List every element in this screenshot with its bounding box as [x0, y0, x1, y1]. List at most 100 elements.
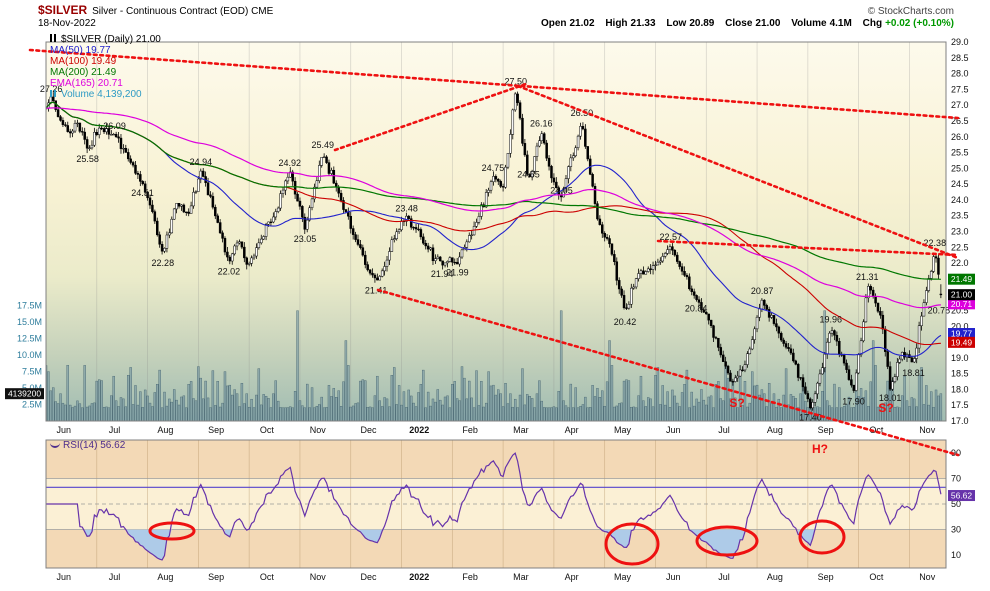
svg-text:Sep: Sep — [818, 572, 834, 582]
price-legend: $SILVER (Daily) 21.00 MA(50) 19.77 MA(10… — [50, 34, 161, 100]
svg-text:18.81: 18.81 — [902, 368, 925, 378]
svg-text:17.40: 17.40 — [799, 412, 822, 422]
svg-text:17.5M: 17.5M — [17, 301, 42, 311]
svg-text:21.41: 21.41 — [365, 286, 388, 296]
svg-text:Nov: Nov — [310, 425, 327, 435]
volume-icon — [50, 90, 58, 97]
svg-text:Jul: Jul — [718, 572, 730, 582]
svg-text:18.01: 18.01 — [879, 393, 902, 403]
chart-date: 18-Nov-2022 — [38, 18, 96, 29]
open-value: 21.02 — [569, 18, 595, 29]
svg-text:May: May — [614, 425, 632, 435]
legend-ema165: EMA(165) 20.71 — [50, 78, 123, 89]
svg-text:Jun: Jun — [57, 572, 72, 582]
legend-main: $SILVER (Daily) 21.00 — [50, 34, 161, 45]
svg-text:22.02: 22.02 — [218, 266, 241, 276]
svg-text:23.0: 23.0 — [951, 227, 969, 237]
legend-volume: Volume 4,139,200 — [50, 89, 161, 100]
legend-ma200: MA(200) 21.49 — [50, 67, 117, 78]
svg-text:Nov: Nov — [310, 572, 327, 582]
svg-text:Apr: Apr — [565, 572, 579, 582]
svg-text:Aug: Aug — [767, 572, 783, 582]
svg-text:26.5: 26.5 — [951, 116, 969, 126]
svg-text:Jun: Jun — [666, 572, 681, 582]
low-label: Low — [666, 18, 687, 29]
svg-text:22.0: 22.0 — [951, 258, 969, 268]
svg-text:Aug: Aug — [157, 425, 173, 435]
svg-text:18.5: 18.5 — [951, 369, 969, 379]
svg-text:2022: 2022 — [409, 425, 429, 435]
svg-text:26.16: 26.16 — [530, 119, 553, 129]
svg-text:21.00: 21.00 — [951, 290, 973, 300]
svg-text:Jun: Jun — [666, 425, 681, 435]
svg-text:Nov: Nov — [919, 572, 936, 582]
svg-text:17.5: 17.5 — [951, 400, 969, 410]
svg-text:Oct: Oct — [260, 425, 275, 435]
svg-text:Sep: Sep — [208, 572, 224, 582]
svg-text:23.5: 23.5 — [951, 211, 969, 221]
volume-label: Volume — [791, 18, 827, 29]
svg-text:28.5: 28.5 — [951, 53, 969, 63]
svg-text:Jun: Jun — [57, 425, 72, 435]
svg-text:Dec: Dec — [361, 572, 378, 582]
close-label: Close — [725, 18, 753, 29]
svg-text:4139200: 4139200 — [8, 389, 41, 399]
svg-text:27.26: 27.26 — [40, 84, 63, 94]
volume-value: 4.1M — [829, 18, 852, 29]
svg-text:17.90: 17.90 — [842, 397, 865, 407]
svg-text:Aug: Aug — [767, 425, 783, 435]
symbol-description: Silver - Continuous Contract (EOD) CME — [92, 6, 274, 17]
svg-text:S?: S? — [729, 396, 744, 410]
svg-text:24.5: 24.5 — [951, 179, 969, 189]
svg-text:Sep: Sep — [818, 425, 834, 435]
svg-text:24.51: 24.51 — [131, 188, 154, 198]
legend-ma100: MA(100) 19.49 — [50, 56, 117, 67]
svg-text:Jul: Jul — [109, 425, 121, 435]
svg-text:24.05: 24.05 — [550, 185, 573, 195]
svg-text:20.42: 20.42 — [614, 317, 637, 327]
svg-text:20.0: 20.0 — [951, 321, 969, 331]
svg-text:20.71: 20.71 — [951, 299, 973, 309]
svg-text:Aug: Aug — [157, 572, 173, 582]
svg-text:24.75: 24.75 — [482, 163, 505, 173]
svg-text:24.94: 24.94 — [190, 157, 213, 167]
chg-label: Chg — [862, 18, 883, 29]
low-value: 20.89 — [689, 18, 715, 29]
svg-text:S?: S? — [878, 401, 893, 415]
copyright: © StockCharts.com — [867, 6, 954, 17]
svg-text:10: 10 — [951, 550, 961, 560]
rsi-icon — [50, 442, 60, 448]
svg-text:26.0: 26.0 — [951, 132, 969, 142]
svg-text:25.0: 25.0 — [951, 163, 969, 173]
chg-value: +0.02 (+0.10%) — [885, 18, 954, 29]
svg-text:15.0M: 15.0M — [17, 317, 42, 327]
svg-text:21.31: 21.31 — [856, 272, 879, 282]
svg-text:Mar: Mar — [513, 425, 529, 435]
svg-text:5.0M: 5.0M — [22, 383, 42, 393]
open-label: Open — [540, 18, 567, 29]
chart-header: $SILVER Silver - Continuous Contract (EO… — [38, 3, 954, 29]
svg-text:2.5M: 2.5M — [22, 400, 42, 410]
svg-text:Dec: Dec — [361, 425, 378, 435]
svg-text:Feb: Feb — [462, 425, 478, 435]
svg-text:56.62: 56.62 — [951, 491, 973, 501]
svg-text:Oct: Oct — [869, 425, 884, 435]
svg-text:20.87: 20.87 — [751, 286, 774, 296]
svg-text:23.48: 23.48 — [395, 203, 418, 213]
svg-text:12.5M: 12.5M — [17, 334, 42, 344]
svg-text:H?: H? — [812, 442, 828, 456]
title-row: $SILVER Silver - Continuous Contract (EO… — [38, 3, 954, 17]
svg-text:21.94: 21.94 — [431, 269, 454, 279]
svg-text:18.0: 18.0 — [951, 384, 969, 394]
svg-text:25.5: 25.5 — [951, 148, 969, 158]
svg-text:19.96: 19.96 — [819, 315, 842, 325]
svg-text:19.77: 19.77 — [951, 329, 973, 339]
svg-text:20.78: 20.78 — [928, 306, 951, 316]
svg-text:21.49: 21.49 — [951, 274, 973, 284]
legend-main-label: $SILVER (Daily) 21.00 — [61, 34, 161, 45]
svg-text:Nov: Nov — [919, 425, 936, 435]
svg-text:Apr: Apr — [565, 425, 579, 435]
svg-text:Mar: Mar — [513, 572, 529, 582]
